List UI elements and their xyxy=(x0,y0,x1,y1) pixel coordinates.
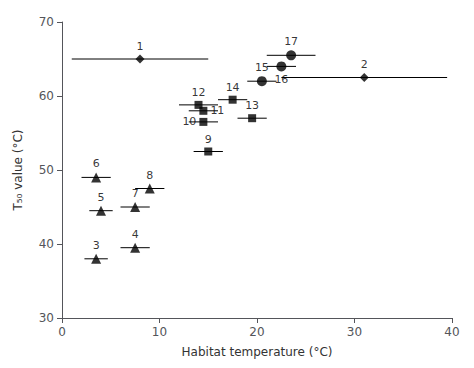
svg-text:3: 3 xyxy=(93,239,100,252)
svg-text:4: 4 xyxy=(132,228,139,241)
svg-text:Habitat temperature (°C): Habitat temperature (°C) xyxy=(182,345,333,359)
svg-text:20: 20 xyxy=(249,325,264,339)
svg-text:6: 6 xyxy=(93,157,100,170)
svg-text:T₅₀ value (°C): T₅₀ value (°C) xyxy=(11,129,25,211)
svg-text:7: 7 xyxy=(132,187,139,200)
svg-text:10: 10 xyxy=(152,325,167,339)
svg-text:1: 1 xyxy=(137,40,144,53)
svg-text:13: 13 xyxy=(245,99,259,112)
svg-text:14: 14 xyxy=(226,81,240,94)
svg-text:2: 2 xyxy=(361,58,368,71)
svg-text:5: 5 xyxy=(98,191,105,204)
svg-text:70: 70 xyxy=(39,15,54,29)
svg-text:11: 11 xyxy=(210,104,224,117)
svg-text:60: 60 xyxy=(39,89,54,103)
svg-text:50: 50 xyxy=(39,163,54,177)
svg-text:9: 9 xyxy=(205,133,212,146)
svg-text:12: 12 xyxy=(192,86,206,99)
svg-text:15: 15 xyxy=(255,61,269,74)
svg-text:17: 17 xyxy=(284,35,298,48)
svg-text:10: 10 xyxy=(182,115,196,128)
svg-text:30: 30 xyxy=(347,325,362,339)
svg-text:40: 40 xyxy=(444,325,459,339)
svg-text:16: 16 xyxy=(274,73,288,86)
svg-text:40: 40 xyxy=(39,237,54,251)
svg-text:0: 0 xyxy=(58,325,66,339)
svg-text:8: 8 xyxy=(146,169,153,182)
svg-text:30: 30 xyxy=(39,311,54,325)
